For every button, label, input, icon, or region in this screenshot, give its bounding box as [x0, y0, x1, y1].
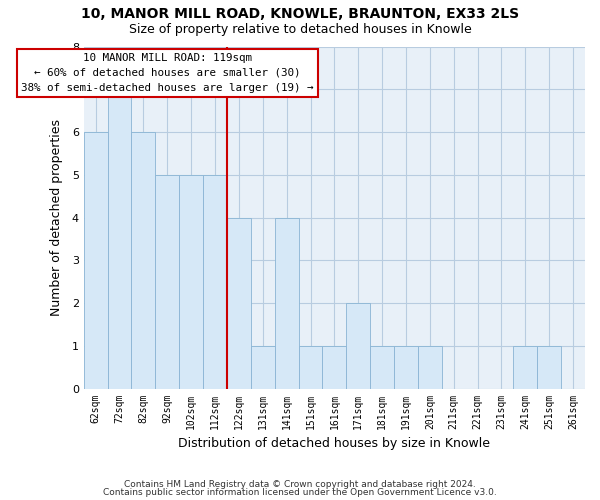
- Bar: [346, 303, 370, 388]
- Bar: [227, 218, 251, 388]
- Text: Contains public sector information licensed under the Open Government Licence v3: Contains public sector information licen…: [103, 488, 497, 497]
- Text: Size of property relative to detached houses in Knowle: Size of property relative to detached ho…: [128, 22, 472, 36]
- Bar: [155, 175, 179, 388]
- Bar: [299, 346, 322, 389]
- Bar: [275, 218, 299, 388]
- Bar: [203, 175, 227, 388]
- Bar: [251, 346, 275, 389]
- Y-axis label: Number of detached properties: Number of detached properties: [50, 119, 64, 316]
- Bar: [84, 132, 107, 388]
- Text: 10, MANOR MILL ROAD, KNOWLE, BRAUNTON, EX33 2LS: 10, MANOR MILL ROAD, KNOWLE, BRAUNTON, E…: [81, 8, 519, 22]
- Bar: [394, 346, 418, 389]
- Bar: [131, 132, 155, 388]
- Bar: [322, 346, 346, 389]
- Text: Contains HM Land Registry data © Crown copyright and database right 2024.: Contains HM Land Registry data © Crown c…: [124, 480, 476, 489]
- Bar: [537, 346, 561, 389]
- Bar: [179, 175, 203, 388]
- Text: 10 MANOR MILL ROAD: 119sqm
← 60% of detached houses are smaller (30)
38% of semi: 10 MANOR MILL ROAD: 119sqm ← 60% of deta…: [21, 53, 314, 92]
- X-axis label: Distribution of detached houses by size in Knowle: Distribution of detached houses by size …: [178, 437, 490, 450]
- Bar: [370, 346, 394, 389]
- Bar: [514, 346, 537, 389]
- Bar: [418, 346, 442, 389]
- Bar: [107, 90, 131, 389]
